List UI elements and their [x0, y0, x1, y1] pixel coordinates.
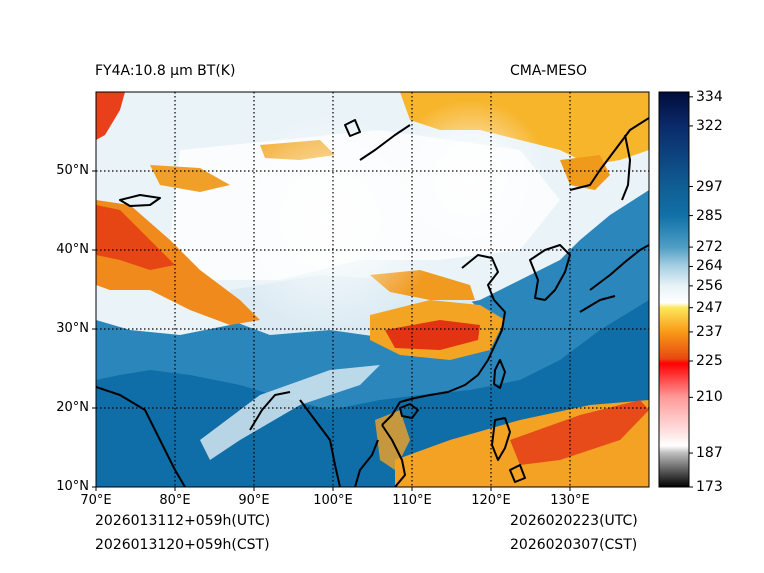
lon-tick-label: 100°E [313, 493, 353, 508]
cold-top-yangtze-red [385, 320, 480, 350]
border-west-lakes [119, 194, 161, 207]
cold-top-kazakh [150, 165, 230, 192]
coastline-russia-far-east [569, 117, 649, 191]
colorbar-tick-label: 247 [696, 299, 723, 316]
lat-tick-label: 20°N [56, 400, 89, 415]
colorbar [658, 91, 693, 488]
init-time-cst: 2026013120+059h(CST) [95, 537, 270, 553]
coastline-japan [579, 244, 649, 313]
colorbar-tick-label: 334 [696, 88, 723, 105]
coastline-hainan [399, 403, 419, 419]
graticule [96, 92, 649, 487]
chart-title-right: CMA-MESO [510, 63, 588, 79]
lat-tick-label: 30°N [56, 321, 89, 336]
lat-tick-label: 50°N [56, 163, 89, 178]
valid-time-cst: 2026020307(CST) [510, 537, 638, 553]
colorbar-tick-label: 237 [696, 323, 723, 340]
coastline-korea [529, 244, 571, 301]
cold-top-philippine-sea [510, 400, 649, 465]
cold-top-west-red [96, 205, 175, 270]
lon-tick-label: 70°E [80, 493, 112, 508]
valid-time-utc: 2026020223(UTC) [510, 513, 638, 529]
lat-tick-label: 40°N [56, 242, 89, 257]
colorbar-tick-label: 187 [696, 445, 723, 462]
init-time-utc: 2026013112+059h(UTC) [95, 513, 271, 529]
colorbar-ticks [689, 96, 693, 488]
lon-tick-label: 90°E [238, 493, 270, 508]
lon-tick-label: 80°E [159, 493, 191, 508]
coastline-indochina [354, 424, 406, 487]
coastlines [96, 117, 649, 487]
colorbar-tick-label: 297 [696, 178, 723, 195]
colorbar-tick-label: 322 [696, 117, 723, 134]
lon-tick-label: 110°E [392, 493, 432, 508]
colorbar-tick-label: 256 [696, 277, 723, 294]
colorbar-tick-label: 225 [696, 352, 723, 369]
colorbar-scale [658, 91, 690, 488]
lat-tick-label: 10°N [56, 479, 89, 494]
lon-tick-label: 130°E [550, 493, 590, 508]
cloud-glow-mid [220, 110, 440, 330]
cloud-glow-north [390, 100, 550, 260]
colorbar-tick-label: 272 [696, 239, 723, 256]
cloud-streak-india [200, 365, 380, 460]
cold-top-northwest [96, 92, 125, 140]
cold-top-east-siberia [560, 155, 610, 190]
coastline-taiwan [493, 359, 506, 389]
coastline-myanmar [299, 399, 341, 487]
coastline-philippines [491, 417, 526, 483]
map-panel [96, 92, 649, 487]
colorbar-tick-label: 210 [696, 389, 723, 406]
chart-title-left: FY4A:10.8 µm BT(K) [95, 63, 236, 79]
colorbar-tick-label: 285 [696, 207, 723, 224]
coastline-baikal [344, 119, 411, 161]
coastline-sakhalin [621, 134, 631, 201]
map-frame [95, 91, 650, 488]
colorbar-tick-label: 173 [696, 479, 723, 495]
colorbar-tick-label: 264 [696, 258, 723, 275]
coastline-india [96, 386, 291, 487]
lon-tick-label: 120°E [471, 493, 511, 508]
axis-ticks [92, 170, 571, 491]
